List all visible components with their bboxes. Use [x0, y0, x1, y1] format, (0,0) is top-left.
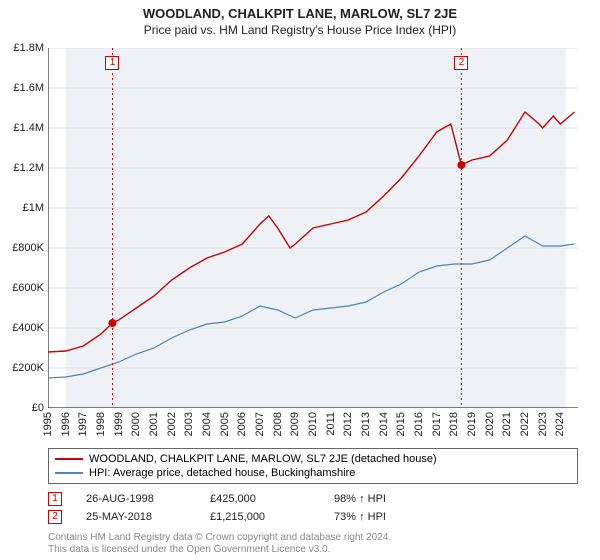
x-axis-label: 2015: [395, 412, 407, 436]
x-axis-label: 1996: [60, 412, 72, 436]
event-marker-box: 2: [454, 56, 468, 70]
event-marker-box: 1: [48, 492, 62, 506]
x-axis-label: 2013: [360, 412, 372, 436]
y-axis-label: £400K: [12, 322, 44, 334]
x-axis-label: 2016: [413, 412, 425, 436]
legend-swatch: [55, 472, 83, 474]
event-row: 2 25-MAY-2018 £1,215,000 73% ↑ HPI: [48, 510, 578, 524]
x-axis-label: 2011: [325, 412, 337, 436]
legend-item: HPI: Average price, detached house, Buck…: [55, 467, 571, 479]
y-axis-label: £1.6M: [13, 82, 44, 94]
legend-swatch: [55, 458, 83, 460]
plot-area: £0£200K£400K£600K£800K£1M£1.2M£1.4M£1.6M…: [48, 48, 578, 408]
attribution-footer: Contains HM Land Registry data © Crown c…: [48, 532, 578, 556]
x-axis-label: 1995: [42, 412, 54, 436]
x-axis-label: 2020: [484, 412, 496, 436]
footer-line: This data is licensed under the Open Gov…: [48, 544, 578, 556]
x-axis-label: 2010: [307, 412, 319, 436]
x-axis-label: 2006: [236, 412, 248, 436]
x-axis-label: 2008: [272, 412, 284, 436]
x-axis-label: 2021: [501, 412, 513, 436]
x-axis-label: 2012: [342, 412, 354, 436]
x-axis-label: 2000: [130, 412, 142, 436]
event-delta: 73% ↑ HPI: [334, 511, 386, 523]
x-axis-label: 1999: [113, 412, 125, 436]
y-axis-label: £1M: [23, 202, 44, 214]
x-axis-label: 2003: [183, 412, 195, 436]
event-row: 1 26-AUG-1998 £425,000 98% ↑ HPI: [48, 492, 578, 506]
x-axis-label: 2014: [378, 412, 390, 436]
event-table: 1 26-AUG-1998 £425,000 98% ↑ HPI 2 25-MA…: [48, 492, 578, 528]
y-axis-label: £1.4M: [13, 122, 44, 134]
x-axis-label: 2002: [166, 412, 178, 436]
event-marker-box: 2: [48, 510, 62, 524]
x-axis-label: 2018: [448, 412, 460, 436]
legend-label: HPI: Average price, detached house, Buck…: [89, 467, 355, 479]
x-axis-label: 2005: [219, 412, 231, 436]
event-date: 25-MAY-2018: [86, 511, 186, 523]
y-axis-label: £1.8M: [13, 42, 44, 54]
x-axis-label: 2001: [148, 412, 160, 436]
y-axis-label: £1.2M: [13, 162, 44, 174]
x-axis-label: 2022: [519, 412, 531, 436]
x-axis-label: 2024: [554, 412, 566, 436]
chart-subtitle: Price paid vs. HM Land Registry's House …: [0, 21, 600, 37]
chart-title: WOODLAND, CHALKPIT LANE, MARLOW, SL7 2JE: [0, 0, 600, 21]
x-axis-label: 1997: [77, 412, 89, 436]
x-axis-label: 2009: [289, 412, 301, 436]
x-axis-label: 2019: [466, 412, 478, 436]
x-axis-label: 2023: [537, 412, 549, 436]
event-date: 26-AUG-1998: [86, 493, 186, 505]
plot-svg: [48, 48, 578, 408]
event-marker-box: 1: [105, 56, 119, 70]
footer-line: Contains HM Land Registry data © Crown c…: [48, 532, 578, 544]
y-axis-label: £800K: [12, 242, 44, 254]
y-axis-label: £200K: [12, 362, 44, 374]
x-axis-label: 1998: [95, 412, 107, 436]
x-axis-label: 2007: [254, 412, 266, 436]
event-price: £425,000: [210, 493, 310, 505]
event-price: £1,215,000: [210, 511, 310, 523]
legend: WOODLAND, CHALKPIT LANE, MARLOW, SL7 2JE…: [48, 448, 578, 484]
y-axis-label: £600K: [12, 282, 44, 294]
event-delta: 98% ↑ HPI: [334, 493, 386, 505]
price-chart-container: WOODLAND, CHALKPIT LANE, MARLOW, SL7 2JE…: [0, 0, 600, 560]
x-axis-label: 2017: [431, 412, 443, 436]
x-axis-label: 2004: [201, 412, 213, 436]
legend-item: WOODLAND, CHALKPIT LANE, MARLOW, SL7 2JE…: [55, 453, 571, 465]
legend-label: WOODLAND, CHALKPIT LANE, MARLOW, SL7 2JE…: [89, 453, 437, 465]
